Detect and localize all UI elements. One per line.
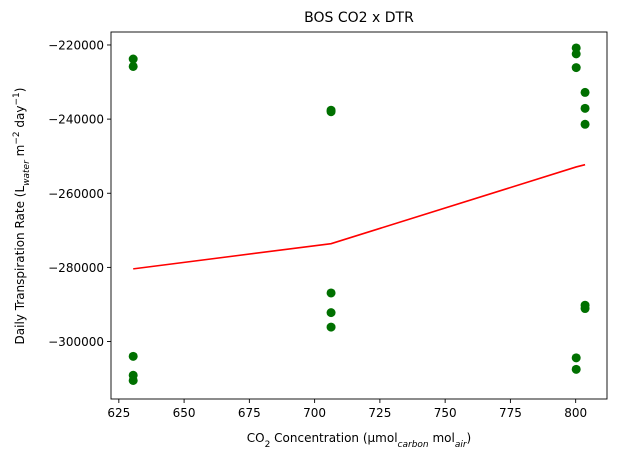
data-point bbox=[128, 61, 138, 71]
x-tick-label: 775 bbox=[499, 406, 522, 420]
data-point bbox=[326, 308, 336, 318]
data-point bbox=[571, 63, 581, 73]
x-tick-label: 650 bbox=[173, 406, 196, 420]
x-axis: 625 650 675 700 725 750 775 800 bbox=[107, 399, 587, 420]
data-point bbox=[580, 103, 590, 113]
data-point bbox=[571, 364, 581, 374]
data-point bbox=[326, 107, 336, 117]
y-tick-label: −260000 bbox=[48, 187, 104, 201]
data-point bbox=[128, 54, 138, 64]
y-tick-label: −220000 bbox=[48, 38, 104, 52]
data-point bbox=[326, 322, 336, 332]
data-point bbox=[580, 87, 590, 97]
x-tick-label: 800 bbox=[564, 406, 587, 420]
chart-title: BOS CO2 x DTR bbox=[304, 10, 414, 26]
x-tick-label: 725 bbox=[368, 406, 391, 420]
x-axis-label: CO2 Concentration (μmolcarbon molair) bbox=[247, 431, 471, 450]
data-point bbox=[580, 304, 590, 314]
y-tick-label: −300000 bbox=[48, 335, 104, 349]
y-axis: −220000 −240000 −260000 −280000 −300000 bbox=[48, 38, 111, 349]
data-point bbox=[128, 351, 138, 361]
data-point bbox=[571, 49, 581, 59]
x-tick-label: 700 bbox=[303, 406, 326, 420]
plot-area bbox=[110, 31, 608, 400]
trend-line bbox=[133, 163, 586, 270]
data-point bbox=[580, 119, 590, 129]
y-tick-label: −240000 bbox=[48, 113, 104, 127]
data-point bbox=[326, 288, 336, 298]
y-tick-label: −280000 bbox=[48, 261, 104, 275]
data-point bbox=[128, 375, 138, 385]
plot-frame bbox=[110, 31, 608, 400]
x-tick-label: 625 bbox=[107, 406, 130, 420]
data-point bbox=[571, 353, 581, 363]
x-tick-label: 750 bbox=[434, 406, 457, 420]
y-axis-label: Daily Transpiration Rate (Lwater m−2 day… bbox=[12, 88, 32, 345]
x-tick-label: 675 bbox=[238, 406, 261, 420]
